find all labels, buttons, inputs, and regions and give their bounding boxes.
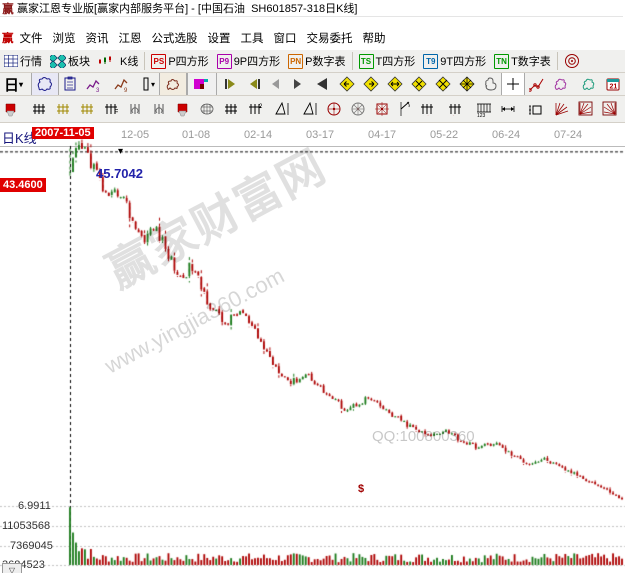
svg-text:神: 神: [422, 115, 431, 116]
svg-text:2: 2: [259, 104, 263, 110]
svg-text:123: 123: [477, 113, 486, 117]
svg-text:21: 21: [610, 84, 618, 91]
svg-text:3: 3: [96, 88, 100, 92]
svg-text:9: 9: [124, 88, 128, 92]
svg-text:赢: 赢: [449, 115, 458, 116]
svg-text:F: F: [114, 109, 118, 116]
